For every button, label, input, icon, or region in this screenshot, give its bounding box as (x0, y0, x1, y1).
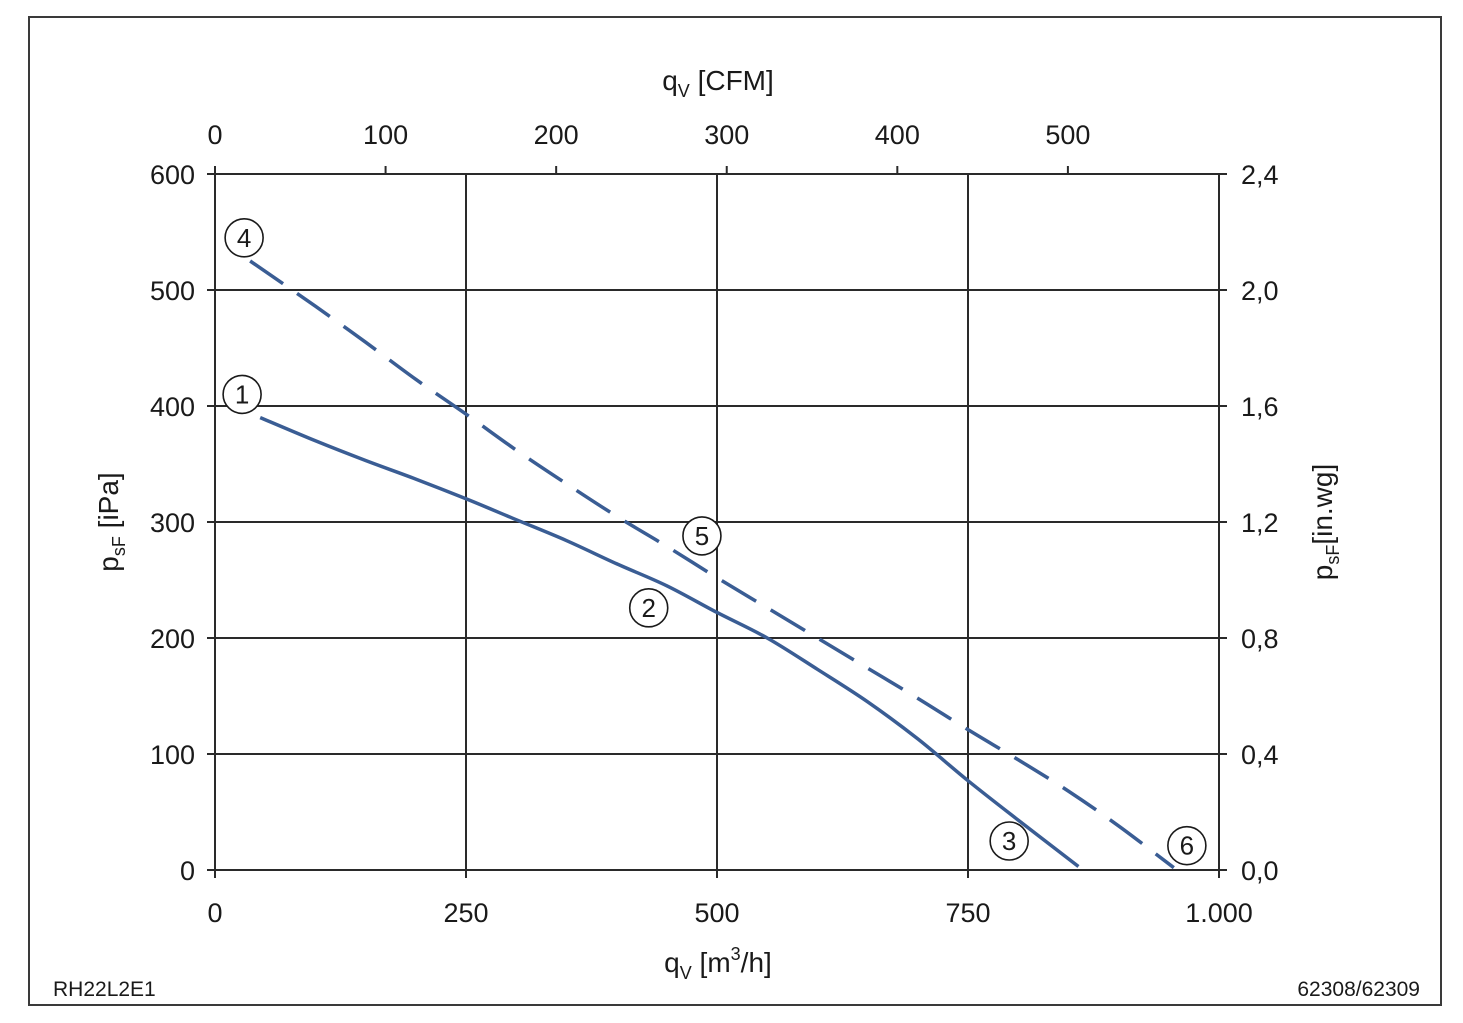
y-left-tick-label: 600 (150, 160, 195, 190)
marker-circle (222, 374, 262, 415)
y-axis-right-ticks: 0,0 0,4 0,8 1,2 1,6 2,0 2,4 (1219, 160, 1279, 886)
curve-marker-1: 1 (222, 374, 262, 415)
y-right-tick-label: 1,6 (1241, 392, 1279, 422)
solid-series-line (259, 415, 1080, 868)
y-left-tick-label: 400 (150, 392, 195, 422)
y-right-tick-label: 0,0 (1241, 856, 1279, 886)
curve-marker-5: 5 (682, 516, 722, 556)
y-left-tick-label: 200 (150, 624, 195, 654)
curve-marker-2: 2 (628, 588, 669, 628)
marker-circle (989, 821, 1029, 861)
x-top-tick-label: 300 (704, 120, 749, 150)
marker-number: 1 (235, 379, 249, 409)
x-top-tick-label: 0 (207, 120, 222, 150)
x-top-tick-label: 100 (363, 120, 408, 150)
marker-circle (224, 218, 264, 258)
y-axis-left-ticks: 0 100 200 300 400 500 600 (150, 160, 215, 886)
marker-number: 4 (237, 223, 251, 253)
y-left-tick-label: 300 (150, 508, 195, 538)
y-left-tick-label: 0 (180, 856, 195, 886)
marker-number: 2 (641, 593, 655, 623)
x-bottom-tick-label: 0 (207, 898, 222, 928)
model-code: RH22L2E1 (53, 978, 156, 1001)
curve-markers: 1 2 3 4 5 6 (222, 218, 1207, 866)
y-axis-right-title: psF[in.wg] (1307, 464, 1343, 581)
y-left-tick-label: 500 (150, 276, 195, 306)
x-axis-top-ticks: 0 100 200 300 400 500 (207, 120, 1090, 174)
curve-marker-4: 4 (224, 218, 264, 258)
marker-number: 6 (1180, 831, 1194, 861)
y-axis-left-title: psF [iPa] (93, 472, 129, 571)
series-lines (249, 259, 1175, 870)
x-bottom-tick-label: 750 (945, 898, 990, 928)
curve-marker-6: 6 (1167, 825, 1207, 866)
marker-number: 5 (695, 521, 709, 551)
y-right-tick-label: 1,2 (1241, 508, 1279, 538)
x-axis-bottom-ticks: 0 250 500 750 1.000 (207, 870, 1253, 928)
x-top-tick-label: 400 (875, 120, 920, 150)
x-top-tick-label: 200 (534, 120, 579, 150)
drawing-number: 62308/62309 (1297, 978, 1420, 1001)
x-axis-top-title: qV [CFM] (662, 65, 774, 101)
marker-circle (628, 588, 669, 628)
marker-number: 3 (1002, 826, 1016, 856)
dashed-series-line (249, 259, 1175, 870)
y-left-tick-label: 100 (150, 740, 195, 770)
x-top-tick-label: 500 (1045, 120, 1090, 150)
curve-marker-3: 3 (989, 821, 1029, 861)
y-right-tick-label: 0,4 (1241, 740, 1279, 770)
marker-circle (682, 516, 722, 556)
y-right-tick-label: 2,4 (1241, 160, 1279, 190)
chart-frame (28, 16, 1442, 1006)
x-bottom-tick-label: 1.000 (1185, 898, 1253, 928)
x-bottom-tick-label: 250 (443, 898, 488, 928)
marker-circle (1167, 825, 1207, 866)
x-bottom-tick-label: 500 (694, 898, 739, 928)
y-right-tick-label: 2,0 (1241, 276, 1279, 306)
y-right-tick-label: 0,8 (1241, 624, 1279, 654)
grid-lines (215, 173, 1219, 870)
x-axis-bottom-title: qV [m3/h] (664, 944, 772, 983)
